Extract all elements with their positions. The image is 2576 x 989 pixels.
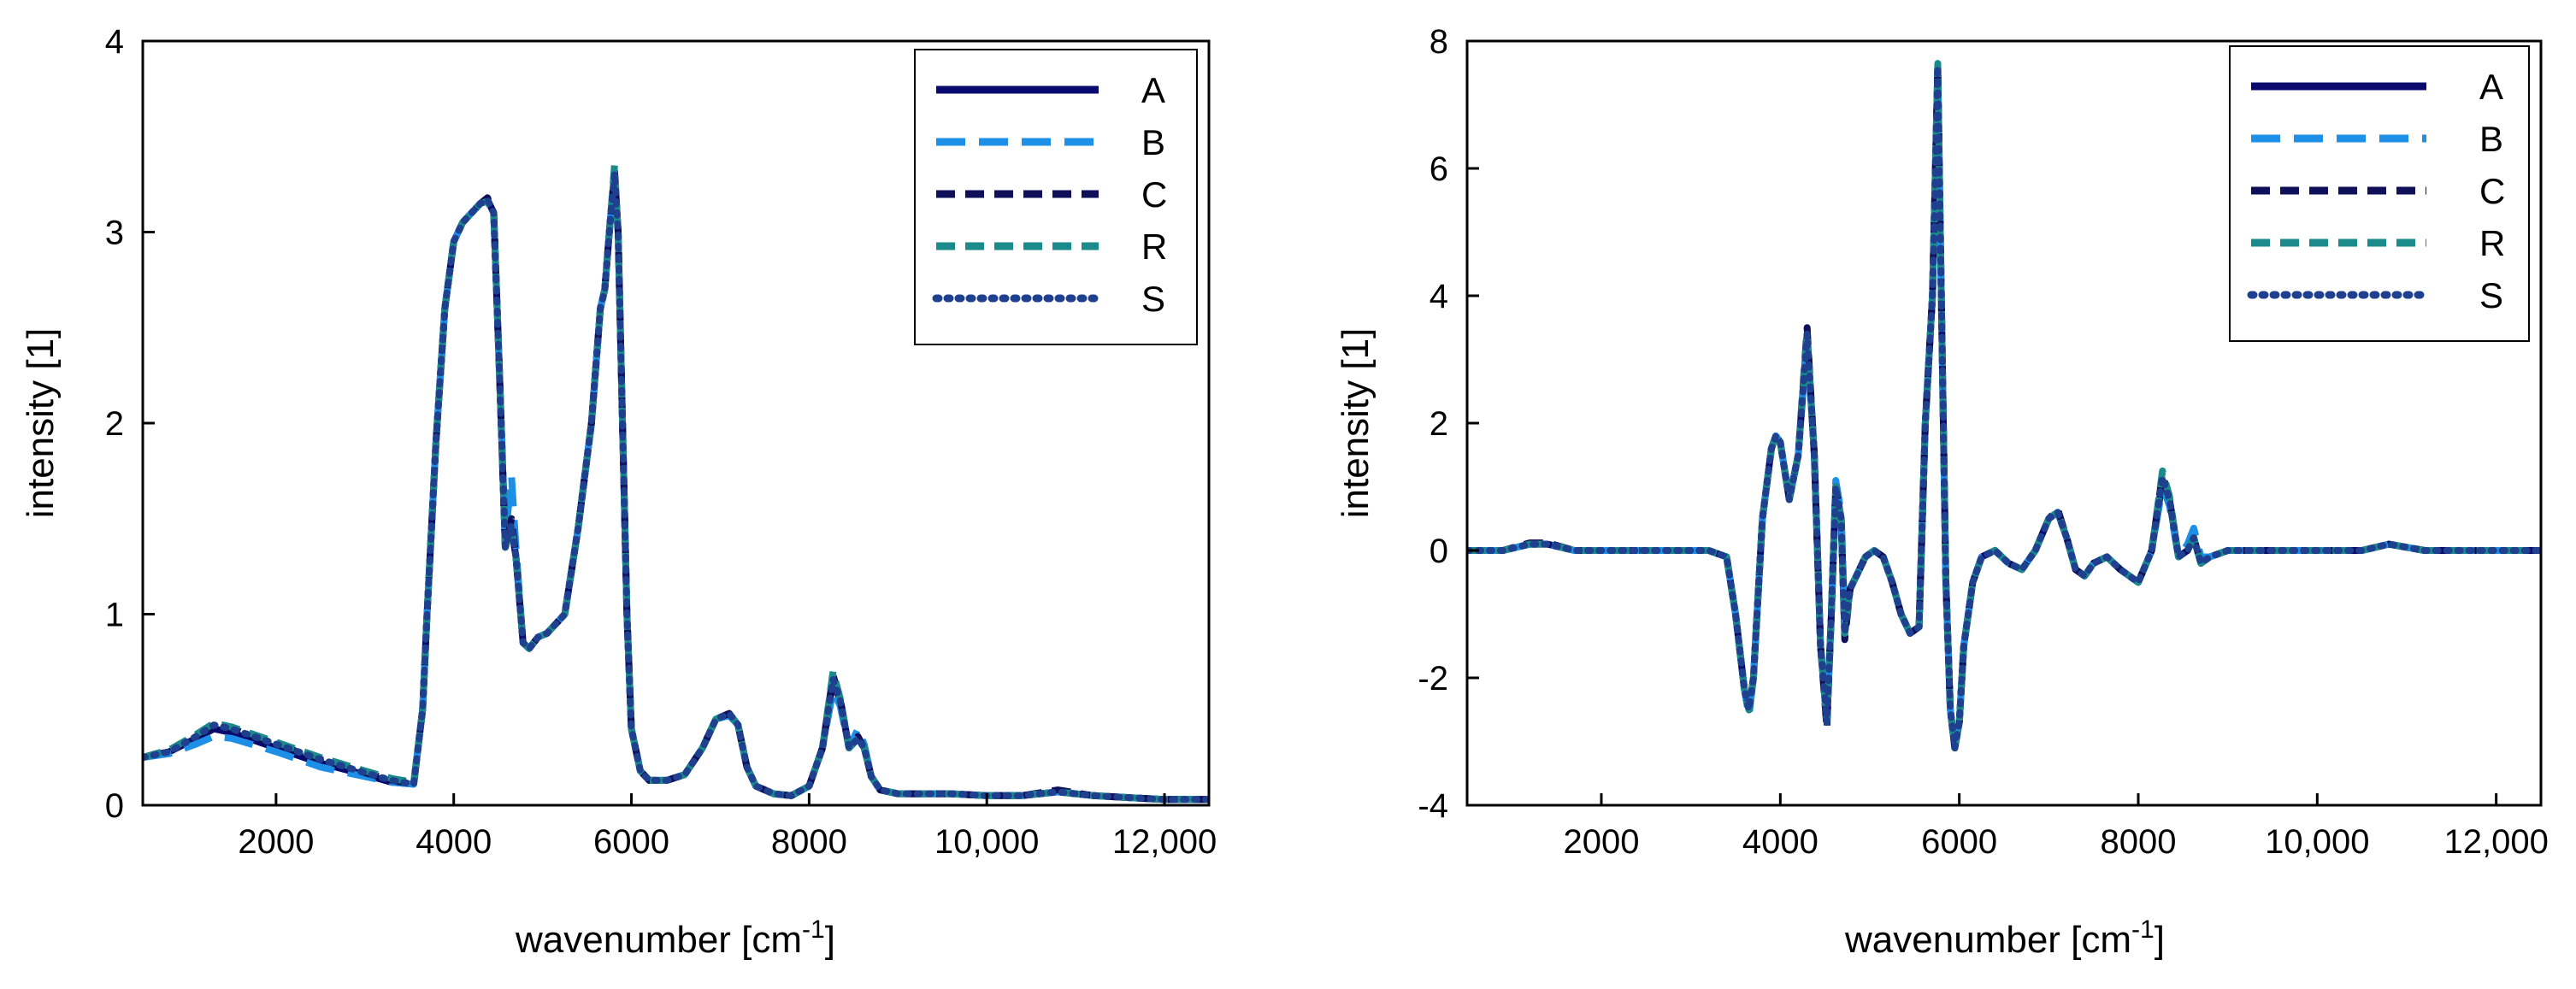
y-tick-label: -2 — [1418, 660, 1448, 698]
y-tick-label: 2 — [1429, 405, 1448, 443]
y-tick-label: 0 — [1429, 533, 1448, 570]
y-axis-ticks-left: 0 1 2 3 4 — [105, 23, 155, 825]
x-axis-title-right: wavenumber [cm-1] — [1844, 915, 2165, 961]
y-tick-label: -4 — [1418, 787, 1448, 825]
x-axis-title-left: wavenumber [cm-1] — [515, 915, 835, 961]
y-tick-label: 3 — [105, 215, 124, 252]
legend-label-a: A — [1141, 70, 1165, 110]
y-axis-title-right: intensity [1] — [1335, 328, 1376, 519]
chart-panel-left: 0 1 2 3 4 2000 4000 6000 8000 10,000 12,000 inten… — [20, 23, 1217, 961]
y-tick-label: 8 — [1429, 23, 1448, 61]
x-tick-label: 8000 — [771, 823, 847, 861]
y-tick-label: 4 — [1429, 278, 1448, 315]
y-tick-label: 1 — [105, 597, 124, 634]
plot-area-left — [143, 162, 1209, 804]
x-tick-label: 12,000 — [2443, 823, 2548, 861]
legend-label-r: R — [1141, 227, 1167, 267]
x-tick-label: 2000 — [238, 823, 314, 861]
series-line-s-right — [1467, 62, 2541, 751]
y-tick-label: 2 — [105, 405, 124, 443]
chart-panel-right: -4 -2 0 2 4 6 8 2000 4000 6000 8000 10,000 12,000 i… — [1335, 23, 2549, 961]
x-tick-label: 6000 — [593, 823, 669, 861]
x-axis-ticks-left: 2000 4000 6000 8000 10,000 12,000 — [238, 793, 1217, 861]
legend-label-r: R — [2479, 223, 2505, 263]
legend-label-c: C — [2479, 171, 2505, 211]
legend-label-s: S — [1141, 279, 1165, 319]
plot-area-right — [1467, 60, 2541, 751]
legend-label-s: S — [2479, 275, 2503, 315]
y-tick-label: 0 — [105, 787, 124, 825]
x-tick-label: 6000 — [1921, 823, 1997, 861]
legend-label-c: C — [1141, 174, 1167, 215]
y-tick-label: 4 — [105, 23, 124, 61]
y-tick-label: 6 — [1429, 150, 1448, 188]
x-tick-label: 10,000 — [2265, 823, 2369, 861]
legend-label-a: A — [2479, 67, 2503, 107]
x-tick-label: 4000 — [416, 823, 492, 861]
x-tick-label: 4000 — [1742, 823, 1819, 861]
x-tick-label: 12,000 — [1112, 823, 1217, 861]
x-tick-label: 10,000 — [934, 823, 1039, 861]
x-tick-label: 2000 — [1564, 823, 1640, 861]
series-line-r-right — [1467, 60, 2541, 751]
legend-label-b: B — [2479, 119, 2503, 159]
y-axis-ticks-right: -4 -2 0 2 4 6 8 — [1418, 23, 1479, 825]
series-line-s-left — [143, 169, 1209, 804]
x-tick-label: 8000 — [2101, 823, 2177, 861]
y-axis-title-left: intensity [1] — [20, 328, 62, 519]
x-axis-ticks-right: 2000 4000 6000 8000 10,000 12,000 — [1564, 793, 2549, 861]
legend-label-b: B — [1141, 122, 1165, 162]
